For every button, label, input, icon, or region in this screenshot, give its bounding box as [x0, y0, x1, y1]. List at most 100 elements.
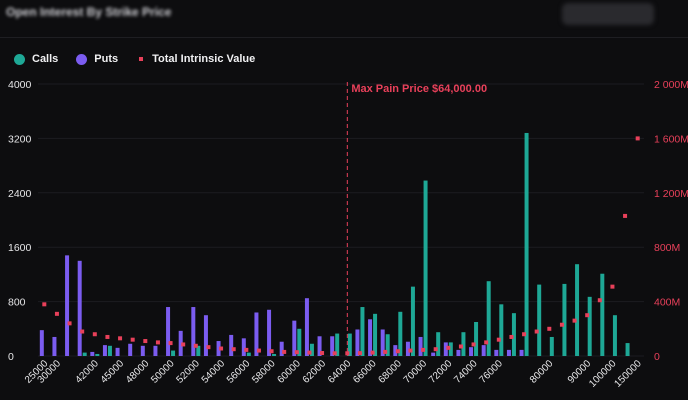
point-intrinsic-value	[534, 329, 539, 334]
point-intrinsic-value	[471, 342, 476, 347]
bar-calls	[297, 328, 302, 356]
y-tick-label-left: 2400	[8, 188, 32, 200]
bar-calls	[612, 315, 617, 356]
bar-puts	[469, 347, 474, 356]
bar-calls	[537, 284, 542, 356]
point-intrinsic-value	[80, 329, 85, 334]
bar-calls	[347, 333, 352, 356]
x-tick-label: 64000	[326, 358, 354, 386]
bar-calls	[436, 332, 441, 356]
header-divider	[0, 37, 688, 38]
point-intrinsic-value	[484, 340, 489, 345]
legend-item-puts[interactable]: Puts	[76, 53, 118, 65]
bar-calls	[499, 304, 504, 356]
y-tick-label-left: 3200	[8, 133, 32, 145]
point-intrinsic-value	[332, 351, 337, 356]
bar-puts	[229, 334, 234, 356]
x-tick-label: 54000	[200, 358, 228, 386]
bar-puts	[292, 320, 297, 356]
calls-marker-icon	[14, 53, 25, 65]
bar-calls	[410, 286, 415, 356]
bar-puts	[102, 345, 107, 356]
legend: Calls Puts Total Intrinsic Value	[14, 53, 273, 65]
point-intrinsic-value	[105, 334, 110, 339]
point-intrinsic-value	[130, 337, 135, 342]
point-intrinsic-value	[206, 345, 211, 350]
bar-puts	[393, 345, 398, 356]
bar-puts	[368, 319, 373, 356]
bar-puts	[77, 260, 82, 356]
point-intrinsic-value	[635, 136, 640, 141]
y-tick-label-right: 400M	[654, 297, 680, 309]
point-intrinsic-value	[585, 313, 590, 318]
bar-calls	[398, 311, 403, 356]
point-intrinsic-value	[244, 347, 249, 352]
legend-item-calls[interactable]: Calls	[14, 53, 58, 65]
bar-calls	[587, 296, 592, 356]
bar-calls	[95, 353, 100, 356]
x-tick-label: 70000	[402, 358, 430, 386]
y-tick-label-right: 1 200M	[654, 188, 688, 200]
point-intrinsic-value	[320, 351, 325, 356]
bar-calls	[486, 281, 491, 356]
bar-puts	[494, 349, 499, 356]
y-tick-label-left: 4000	[8, 79, 32, 91]
bar-calls	[246, 352, 251, 356]
bar-calls	[524, 132, 529, 356]
x-tick-label: 62000	[301, 358, 329, 386]
point-intrinsic-value	[383, 349, 388, 354]
legend-item-intrinsic-value[interactable]: Total Intrinsic Value	[136, 53, 255, 65]
y-tick-label-left: 1600	[8, 242, 32, 254]
bar-puts	[304, 298, 309, 356]
x-tick-label: 74000	[452, 358, 480, 386]
point-intrinsic-value	[623, 213, 628, 218]
point-intrinsic-value	[168, 341, 173, 346]
bar-calls	[562, 283, 567, 356]
bar-puts	[456, 349, 461, 356]
y-tick-label-right: 1 600M	[654, 133, 688, 145]
point-intrinsic-value	[118, 336, 123, 341]
x-tick-label: 56000	[225, 358, 253, 386]
x-tick-label: 48000	[124, 358, 152, 386]
bar-puts	[140, 345, 145, 356]
x-tick-label: 52000	[174, 358, 202, 386]
bar-puts	[431, 352, 436, 356]
bar-calls	[335, 333, 340, 356]
chart-options-control[interactable]	[562, 3, 654, 25]
bar-puts	[443, 342, 448, 356]
point-intrinsic-value	[282, 349, 287, 354]
point-intrinsic-value	[408, 348, 413, 353]
y-tick-label-right: 0	[654, 351, 660, 363]
bar-calls	[575, 264, 580, 356]
bar-puts	[203, 315, 208, 356]
legend-label-puts: Puts	[94, 53, 119, 65]
x-tick-label: 76000	[477, 358, 505, 386]
point-intrinsic-value	[597, 298, 602, 303]
bar-puts	[166, 307, 171, 356]
bar-calls	[423, 180, 428, 356]
bar-puts	[267, 309, 272, 356]
bar-puts	[115, 347, 120, 356]
bar-calls	[373, 313, 378, 356]
bar-calls	[196, 345, 201, 356]
point-intrinsic-value	[433, 347, 438, 352]
point-intrinsic-value	[231, 347, 236, 352]
bar-calls	[360, 307, 365, 356]
bar-puts	[330, 336, 335, 356]
point-intrinsic-value	[572, 318, 577, 323]
bar-calls	[461, 332, 466, 356]
bar-calls	[107, 345, 112, 356]
bar-calls	[549, 336, 554, 356]
point-intrinsic-value	[357, 351, 362, 356]
bar-calls	[474, 322, 479, 356]
point-intrinsic-value	[345, 351, 350, 356]
point-intrinsic-value	[181, 342, 186, 347]
x-tick-label: 68000	[376, 358, 404, 386]
point-intrinsic-value	[509, 334, 514, 339]
point-intrinsic-value	[559, 322, 564, 327]
legend-label-calls: Calls	[32, 53, 59, 65]
x-tick-label: 58000	[250, 358, 278, 386]
point-intrinsic-value	[67, 321, 72, 326]
y-tick-label-left: 800	[8, 297, 26, 309]
point-intrinsic-value	[92, 332, 97, 337]
